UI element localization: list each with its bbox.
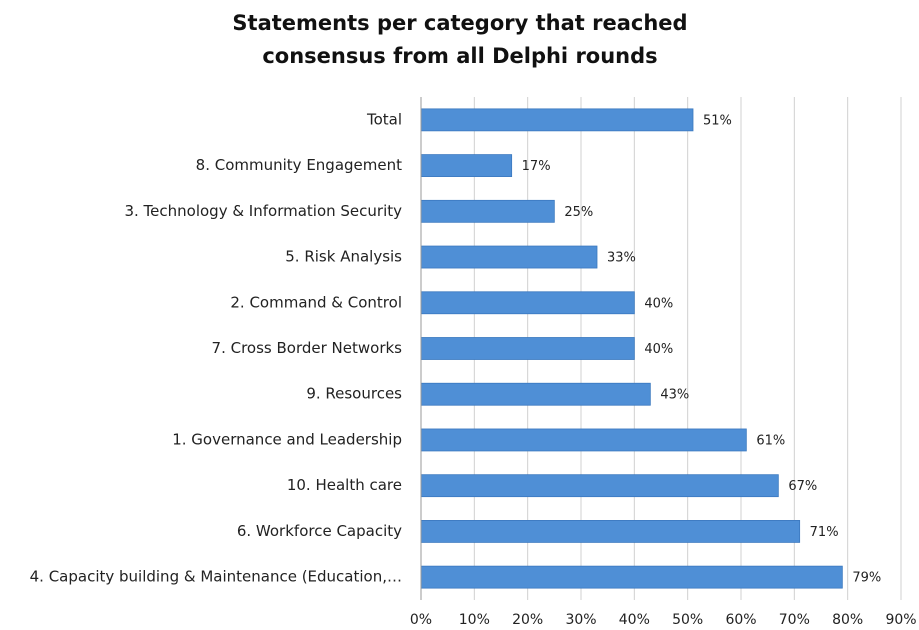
value-label: 79% — [852, 571, 881, 586]
y-tick-label: 9. Resources — [306, 385, 402, 403]
value-label: 43% — [660, 388, 689, 403]
y-tick-label: 5. Risk Analysis — [285, 248, 402, 266]
value-label: 61% — [756, 433, 785, 448]
y-tick-label: 7. Cross Border Networks — [212, 339, 403, 357]
value-label: 25% — [564, 205, 593, 220]
chart-title: consensus from all Delphi rounds — [262, 44, 657, 68]
y-tick-label: 6. Workforce Capacity — [237, 522, 402, 540]
bar — [420, 565, 843, 589]
value-label: 40% — [644, 296, 673, 311]
chart-title: Statements per category that reached — [232, 11, 687, 35]
x-tick-label: 80% — [832, 612, 863, 628]
bar — [420, 291, 635, 315]
y-tick-label: 2. Command & Control — [230, 293, 402, 311]
bar — [420, 520, 801, 543]
x-tick-label: 60% — [725, 612, 756, 628]
value-label: 51% — [703, 113, 732, 128]
y-tick-label: 1. Governance and Leadership — [172, 430, 402, 448]
bar — [420, 245, 598, 269]
y-tick-label: Total — [366, 110, 402, 128]
y-tick-label: 4. Capacity building & Maintenance (Educ… — [30, 568, 402, 586]
y-tick-label: 8. Community Engagement — [196, 156, 402, 174]
x-tick-label: 70% — [779, 612, 810, 628]
x-tick-label: 0% — [410, 612, 432, 628]
x-tick-label: 50% — [672, 612, 703, 628]
bar — [420, 474, 779, 498]
bar — [420, 337, 635, 360]
value-label: 67% — [788, 479, 817, 494]
value-label: 33% — [607, 251, 636, 266]
value-label: 71% — [810, 525, 839, 540]
value-label: 17% — [522, 159, 551, 174]
bar — [420, 428, 747, 452]
x-tick-label: 40% — [619, 612, 650, 628]
x-tick-label: 10% — [459, 612, 490, 628]
x-tick-label: 30% — [565, 612, 596, 628]
y-tick-label: 3. Technology & Information Security — [124, 202, 402, 220]
x-tick-label: 90% — [885, 612, 916, 628]
value-label: 40% — [644, 342, 673, 357]
bar — [420, 199, 555, 223]
y-tick-label: 10. Health care — [287, 476, 402, 494]
bar — [420, 154, 513, 177]
bar — [420, 382, 651, 406]
x-tick-label: 20% — [512, 612, 543, 628]
bar — [420, 108, 694, 132]
